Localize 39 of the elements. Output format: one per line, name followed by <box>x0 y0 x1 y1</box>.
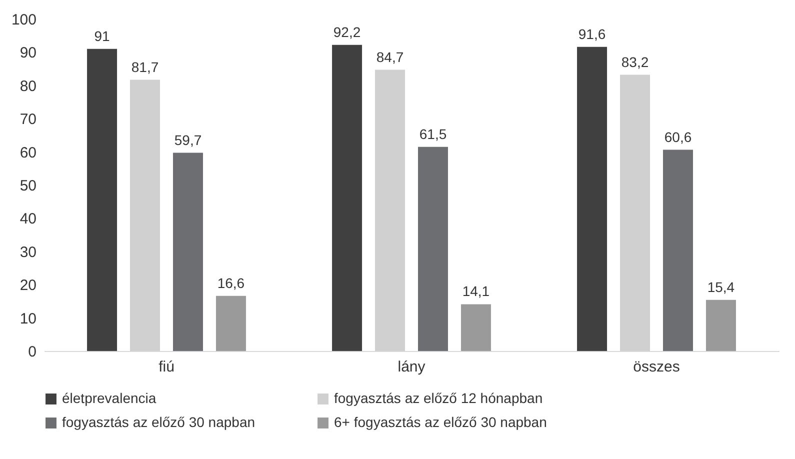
legend-label: fogyasztás az előző 12 hónapban <box>334 390 543 406</box>
data-label: 61,5 <box>419 126 447 142</box>
bar <box>332 44 362 351</box>
x-tick-label: lány <box>398 358 426 376</box>
y-tick-label: 70 <box>20 111 36 128</box>
data-label: 91 <box>94 28 110 44</box>
data-label: 15,4 <box>707 278 735 295</box>
data-label: 91,6 <box>578 26 606 42</box>
data-label: 59,7 <box>174 132 202 148</box>
y-tick-label: 80 <box>20 78 36 95</box>
y-tick-label: 50 <box>20 178 36 194</box>
legend-label: fogyasztás az előző 30 napban <box>62 414 256 430</box>
bar <box>706 300 736 351</box>
y-tick-label: 60 <box>20 144 36 162</box>
bar <box>662 150 693 351</box>
y-tick-label: 40 <box>20 210 36 228</box>
bar <box>577 46 608 351</box>
data-label: 84,7 <box>376 48 404 65</box>
y-tick-label: 10 <box>20 310 36 328</box>
data-label: 14,1 <box>462 283 490 300</box>
data-label: 83,2 <box>621 54 649 70</box>
x-tick-label: fiú <box>158 358 174 376</box>
y-tick-label: 0 <box>28 344 36 360</box>
bar <box>460 304 491 351</box>
legend-label: 6+ fogyasztás az előző 30 napban <box>334 414 547 430</box>
bar <box>87 48 118 351</box>
bar <box>418 146 448 351</box>
bar <box>172 152 203 351</box>
y-tick-label: 100 <box>11 12 36 28</box>
data-label: 60,6 <box>664 128 692 145</box>
y-tick-label: 20 <box>20 277 36 294</box>
x-tick-label: összes <box>633 358 680 376</box>
y-tick-label: 30 <box>20 244 36 261</box>
data-label: 16,6 <box>217 274 245 291</box>
data-label: 92,2 <box>333 24 361 40</box>
legend-label: életprevalencia <box>62 390 156 406</box>
data-label: 81,7 <box>131 58 159 75</box>
bar <box>216 296 246 351</box>
y-tick-label: 90 <box>20 44 36 62</box>
